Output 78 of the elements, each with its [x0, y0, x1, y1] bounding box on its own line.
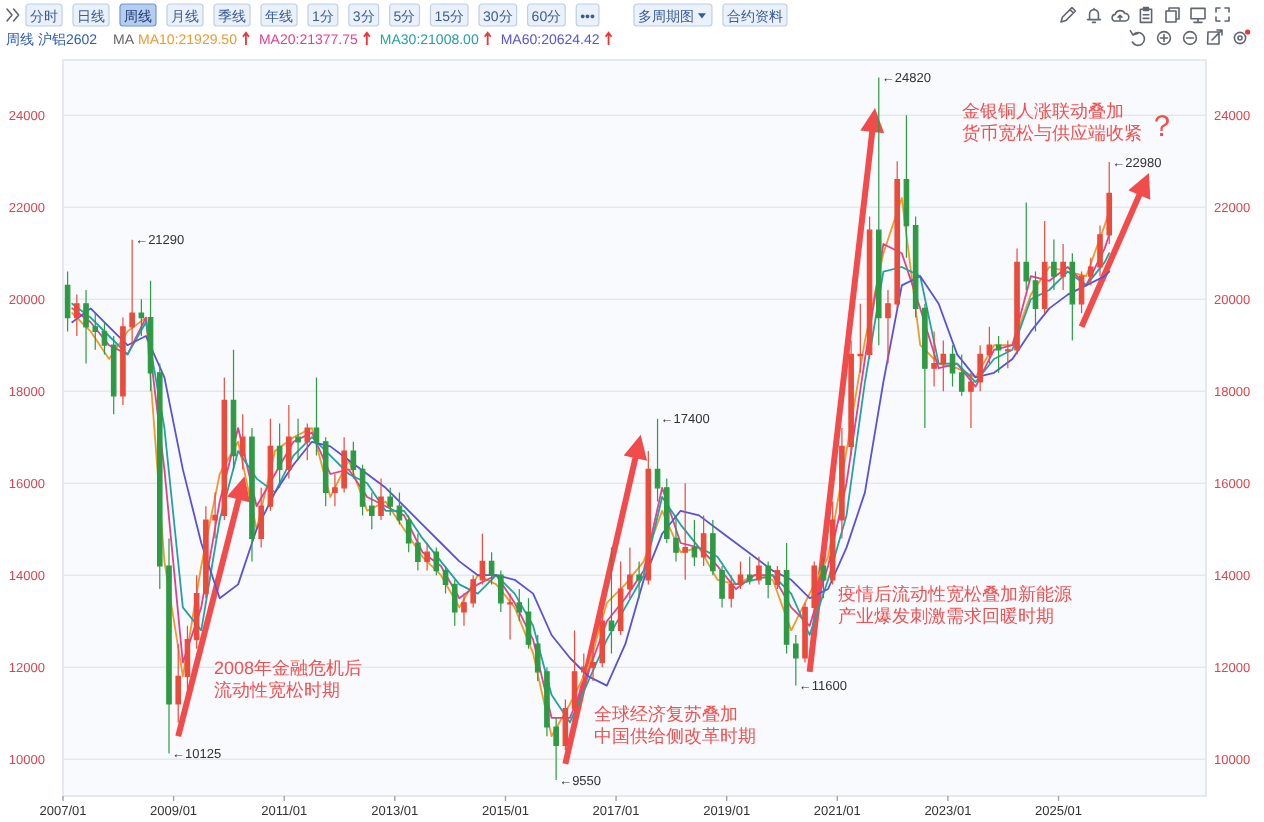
candlestick [175, 643, 182, 723]
annotation: 全球经济复苏叠加 [594, 703, 738, 724]
candlestick [1023, 202, 1030, 291]
annotation: 货币宽松与供应端收紧 [962, 123, 1142, 143]
candlestick [258, 487, 264, 549]
candlestick [230, 349, 237, 470]
candlestick [295, 418, 301, 461]
candlestick [267, 418, 274, 512]
candlestick [1060, 243, 1066, 291]
candlestick [276, 422, 283, 489]
candlestick [912, 215, 919, 319]
annotation: 疫情后流动性宽松叠加新能源 [838, 584, 1072, 604]
candlestick [184, 625, 191, 691]
candlestick [765, 560, 771, 599]
candlestick [562, 698, 569, 751]
candlestick [636, 560, 642, 599]
annotation: 金银铜人涨联动叠加 [962, 101, 1124, 121]
candlestick [682, 482, 688, 581]
candlestick [608, 547, 615, 654]
candlestick [74, 294, 80, 337]
annotation: ？ [1147, 110, 1178, 144]
candlestick [378, 478, 384, 521]
candlestick [110, 335, 117, 415]
candlestick [516, 588, 523, 622]
candlestick [571, 629, 578, 714]
candlestick [700, 514, 707, 567]
candlestick [1051, 238, 1057, 291]
candlestick [396, 491, 403, 526]
annotation: 中国供给侧改革时期 [594, 725, 756, 746]
candlestick [1069, 252, 1076, 342]
annotation: 流动性宽松时期 [214, 679, 340, 700]
annotation: 产业爆发刺激需求回暖时期 [838, 606, 1054, 626]
candlestick [350, 441, 357, 480]
candlestick [645, 450, 652, 585]
candlestick [525, 597, 532, 650]
candlestick [322, 436, 329, 507]
candlestick [922, 303, 928, 429]
candlestick [488, 551, 495, 585]
candlestick [793, 634, 799, 687]
candlestick [304, 422, 311, 461]
candlestick [507, 593, 513, 641]
candlestick [387, 487, 394, 516]
candlestick [138, 298, 145, 337]
candlestick [820, 556, 827, 599]
candlestick [479, 533, 486, 585]
candlestick [866, 215, 873, 360]
candlestick [783, 542, 790, 654]
candlestick [986, 326, 993, 365]
candlestick [147, 280, 154, 392]
candlestick [313, 376, 320, 457]
candlestick [949, 344, 956, 388]
candlestick [359, 464, 366, 516]
candlestick [498, 570, 504, 613]
candlestick [433, 547, 440, 576]
candlestick [249, 427, 255, 562]
candlestick [286, 404, 292, 480]
candlestick [451, 579, 458, 627]
candlestick [774, 565, 781, 590]
candlestick [424, 542, 430, 572]
candlestick [995, 335, 1002, 374]
candlestick [101, 321, 108, 355]
candlestick [369, 491, 375, 530]
candlestick [442, 565, 449, 595]
candlestick [875, 76, 882, 346]
candlestick [756, 556, 762, 585]
candlestick [1078, 271, 1085, 314]
candlestick [1032, 271, 1039, 332]
candlestick [737, 560, 744, 590]
annotation: 2008年金融危机后 [214, 657, 363, 678]
candlestick [1041, 220, 1048, 314]
candlestick [746, 556, 753, 585]
candlestick [958, 353, 965, 397]
candlestick [691, 519, 698, 567]
candlestick [654, 418, 661, 503]
candlestick [239, 413, 246, 470]
candlestick [64, 271, 71, 332]
candlestick [728, 574, 735, 608]
candlestick [903, 114, 910, 259]
